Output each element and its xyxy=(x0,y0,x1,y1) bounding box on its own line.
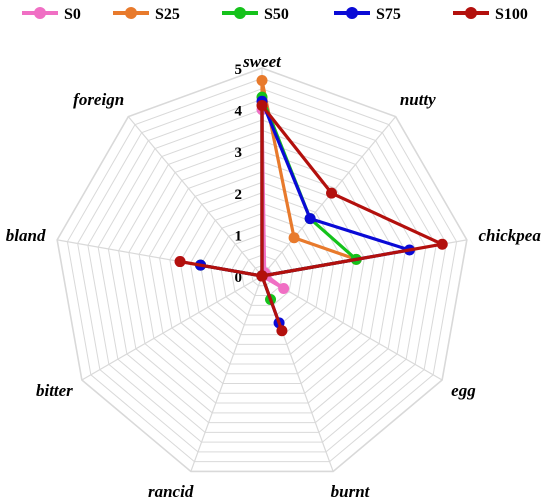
legend-item-S100: S100 xyxy=(453,6,528,23)
tick-label-5: 5 xyxy=(235,62,243,78)
axis-label-nutty: nutty xyxy=(400,90,436,109)
grid-ring xyxy=(97,109,427,433)
legend-swatch-marker xyxy=(34,7,46,19)
point-S100-bland xyxy=(174,256,186,268)
point-S75-nutty xyxy=(304,213,316,225)
grid-ring xyxy=(159,171,365,375)
series-line-S0 xyxy=(178,107,286,291)
axis-label-egg: egg xyxy=(451,381,476,400)
grid-ring xyxy=(107,119,417,424)
radial-tick-labels: 0 1 2 3 4 5 xyxy=(235,62,243,286)
grid-ring xyxy=(220,233,304,316)
point-S100-foreign xyxy=(256,270,268,282)
grid-spoke xyxy=(261,275,443,381)
grid-spoke xyxy=(190,275,263,472)
axis-label-rancid: rancid xyxy=(148,482,194,499)
legend: S0 S25 S50 S75 S100 xyxy=(22,6,528,23)
legend-swatch-marker xyxy=(346,7,358,19)
radar-grid xyxy=(56,67,468,473)
grid-ring xyxy=(118,129,406,414)
grid-ring xyxy=(240,254,284,297)
legend-item-S50: S50 xyxy=(222,6,289,23)
grid-spoke xyxy=(81,275,263,381)
series-S75 xyxy=(195,95,415,329)
axis-label-bitter: bitter xyxy=(36,381,73,400)
grid-ring xyxy=(200,213,324,336)
grid-ring xyxy=(189,202,335,345)
series-layer xyxy=(174,74,448,337)
legend-label-S0: S0 xyxy=(64,6,81,23)
point-S100-nutty xyxy=(326,187,338,199)
tick-label-1: 1 xyxy=(235,228,243,244)
point-S25-sweet xyxy=(256,74,268,86)
grid-ring xyxy=(251,265,273,287)
series-S100 xyxy=(174,99,448,337)
series-line-S75 xyxy=(198,99,412,325)
legend-label-S75: S75 xyxy=(376,6,401,23)
point-S100-chickpea xyxy=(436,238,448,250)
grid-ring xyxy=(138,150,386,394)
point-S0-egg xyxy=(278,282,290,294)
point-S100-burnt xyxy=(276,325,288,337)
grid-ring xyxy=(169,181,355,365)
point-S25-nutty xyxy=(288,232,300,244)
legend-swatch-marker xyxy=(125,7,137,19)
grid-ring xyxy=(87,98,437,443)
axis-label-sweet: sweet xyxy=(242,52,282,71)
grid-ring xyxy=(77,88,447,453)
legend-item-S0: S0 xyxy=(22,6,81,23)
point-S100-sweet xyxy=(256,99,268,111)
tick-label-4: 4 xyxy=(235,104,243,120)
legend-label-S50: S50 xyxy=(264,6,289,23)
legend-swatch-marker xyxy=(234,7,246,19)
axis-label-foreign: foreign xyxy=(73,90,124,109)
legend-item-S25: S25 xyxy=(113,6,180,23)
axis-label-bland: bland xyxy=(6,226,46,245)
axis-labels: sweet nutty chickpea egg burnt rancid bitter bl… xyxy=(6,52,542,499)
tick-label-3: 3 xyxy=(235,145,243,161)
legend-swatch-marker xyxy=(465,7,477,19)
grid-spoke xyxy=(127,116,263,277)
grid-ring xyxy=(56,67,468,473)
axis-label-chickpea: chickpea xyxy=(479,226,542,245)
grid-ring xyxy=(210,223,314,326)
axis-label-burnt: burnt xyxy=(331,482,371,499)
tick-label-0: 0 xyxy=(235,270,243,286)
grid-ring xyxy=(66,77,458,463)
legend-label-S100: S100 xyxy=(495,6,528,23)
legend-item-S75: S75 xyxy=(334,6,401,23)
tick-label-2: 2 xyxy=(235,187,243,203)
grid-ring xyxy=(148,161,376,385)
legend-label-S25: S25 xyxy=(155,6,180,23)
grid-ring xyxy=(230,244,294,306)
